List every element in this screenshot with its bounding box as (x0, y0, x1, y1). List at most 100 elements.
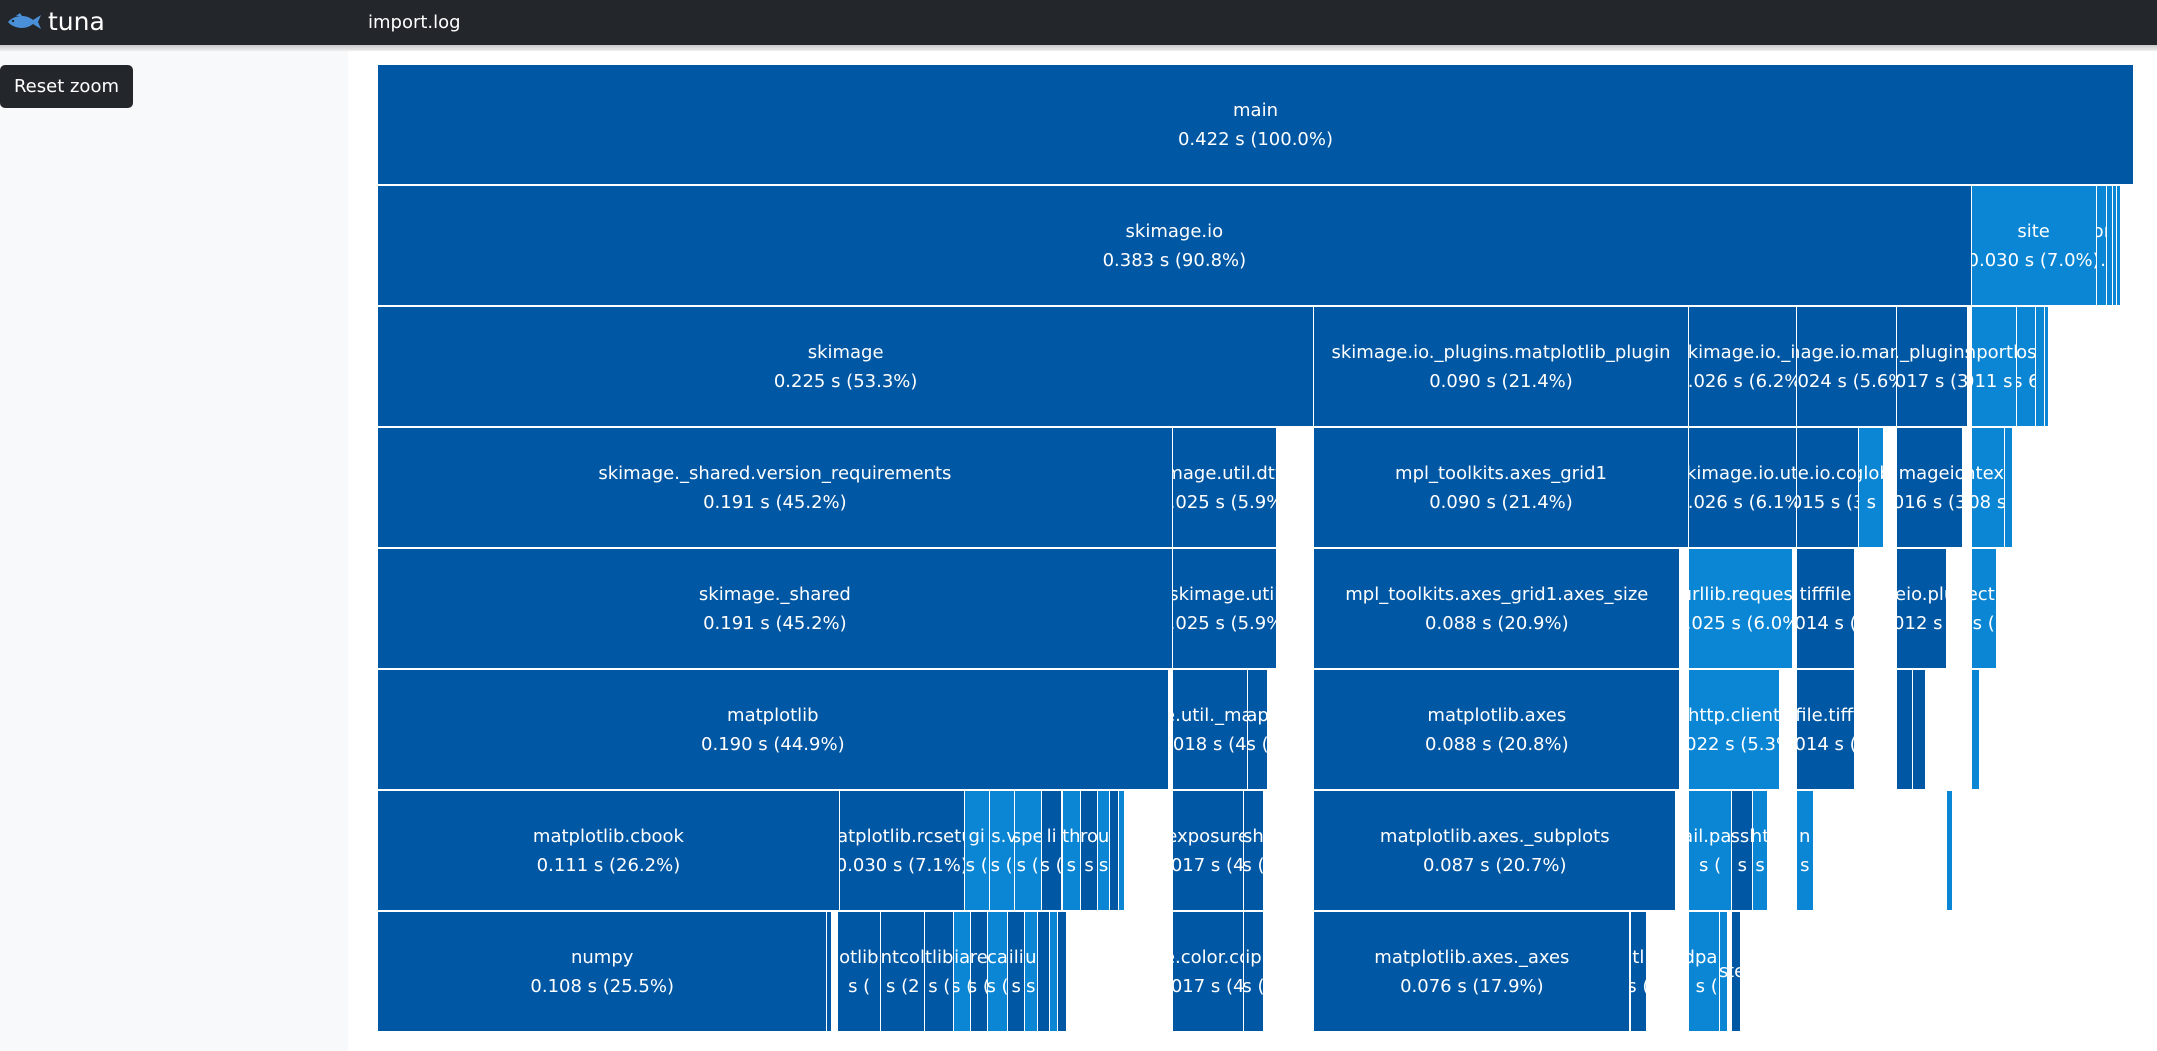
icicle-block[interactable]: mpl_toolkits.axes_grid1 0.090 s (21.4%) (1314, 428, 1689, 547)
icicle-block[interactable]: th s (1062, 791, 1082, 910)
icicle-block[interactable] (1037, 912, 1050, 1031)
icicle-block[interactable]: matplotlib.artist s ( (837, 912, 882, 1031)
icicle-block[interactable]: importlib 0.011 s (2. (1971, 307, 2018, 426)
icicle-block[interactable]: pom s ... (2096, 186, 2107, 305)
icicle-block[interactable]: main 0.422 s (100.0%) (378, 65, 2134, 184)
icicle-block[interactable]: ca s ( (987, 912, 1009, 1031)
icicle-block[interactable]: tlib s ( (925, 912, 955, 1031)
icicle-block[interactable]: ht s (1753, 791, 1768, 910)
icicle-block[interactable]: feedparser 0 s (2 (1688, 912, 1720, 1031)
icicle-block[interactable]: mpl_toolkits.axes_grid1.axes_size 0.088 s… (1314, 549, 1681, 668)
icicle-block[interactable]: collections s ( (1971, 549, 1997, 668)
icicle-block[interactable]: imageio.plugins 0.012 s (2 (1896, 549, 1947, 668)
icicle-block[interactable]: re s ( (970, 912, 988, 1031)
icicle-block[interactable]: ls.v s ( (989, 791, 1015, 910)
icicle-block-name: re (970, 946, 988, 968)
icicle-block[interactable] (1058, 912, 1067, 1031)
icicle-block-name: urllib.request (1689, 583, 1793, 605)
icicle-block[interactable] (2005, 428, 2014, 547)
icicle-block-time: s (1737, 854, 1748, 876)
icicle-block[interactable]: ssl s (1732, 791, 1754, 910)
icicle-block[interactable]: exposure 0.017 s (4.1 (1172, 791, 1244, 910)
icicle-block[interactable]: skimage.util.dtype 0.025 s (5.9%) (1172, 428, 1277, 547)
icicle-block[interactable] (2036, 307, 2045, 426)
icicle-block[interactable]: matplotlib.rcsetup 0.030 s (7.1%) (839, 791, 965, 910)
icicle-block[interactable]: glob s (1859, 428, 1885, 547)
icicle-block[interactable]: s (1719, 912, 1729, 1031)
icicle-block[interactable]: skimage.util._map_array 0.018 s (4.3 (1172, 670, 1248, 789)
icicle-block[interactable]: urllib.request 0.025 s (6.0%) (1688, 549, 1793, 668)
icicle-block[interactable] (1946, 791, 1953, 910)
icicle-block-name: sh (1243, 825, 1264, 847)
icicle-block[interactable]: spe s ( (1014, 791, 1042, 910)
icicle-block[interactable]: http.client 0.022 s (5.3%) (1688, 670, 1781, 789)
icicle-block-time: 0.191 s (45.2%) (703, 491, 847, 513)
icicle-block[interactable]: matplotlib.axes._subplots 0.087 s (20.7%) (1314, 791, 1677, 910)
icicle-block-time: s ( (1016, 854, 1039, 876)
icicle-block[interactable]: io._plugins.i 0.017 s (3.9 (1896, 307, 1968, 426)
icicle-block-name: ro (1081, 825, 1098, 847)
icicle-block[interactable] (1110, 791, 1119, 910)
icicle-block-name: tl (1632, 946, 1645, 968)
icicle-block[interactable]: skimage 0.225 s (53.3%) (378, 307, 1315, 426)
icicle-block-time: s (1084, 854, 1094, 876)
icicle-block[interactable]: skimage.io.collection 0.015 s (3.5 (1796, 428, 1860, 547)
icicle-block[interactable]: ap s ( (1247, 670, 1269, 789)
icicle-block[interactable]: matplotlib 0.190 s (44.9%) (378, 670, 1169, 789)
brand[interactable]: tuna (6, 8, 105, 36)
icicle-block[interactable] (1050, 912, 1059, 1031)
icicle-block[interactable]: skimage.util 0.025 s (5.9%) (1172, 549, 1277, 668)
icicle-block[interactable]: skimage.color.colorconv 0.017 s (4.1 (1172, 912, 1244, 1031)
icicle-block[interactable]: te (1732, 912, 1741, 1031)
icicle-block-name: skimage._shared (698, 583, 851, 605)
icicle-block[interactable] (1913, 670, 1926, 789)
icicle-block[interactable]: skimage._shared 0.191 s (45.2%) (378, 549, 1173, 668)
icicle-block[interactable]: tifffile 0.014 s (3. (1796, 549, 1856, 668)
icicle-block[interactable]: tl s ( (1630, 912, 1648, 1031)
icicle-block[interactable]: email.parser s ( (1688, 791, 1733, 910)
icicle-block[interactable]: os s 6 (2017, 307, 2037, 426)
icicle-block[interactable] (827, 912, 832, 1031)
icicle-block-name: skimage.io._plugins.matplotlib_plugin (1331, 341, 1671, 363)
icicle-block[interactable]: ili s (1008, 912, 1026, 1031)
icicle-block[interactable]: skimage.io.manage 0.024 s (5.6%) (1796, 307, 1897, 426)
icicle-block[interactable]: sh s ( (1243, 791, 1265, 910)
icicle-block[interactable]: matplotlib.axes 0.088 s (20.8%) (1314, 670, 1681, 789)
icicle-block[interactable]: ia s ( (954, 912, 971, 1031)
icicle-block[interactable] (1896, 670, 1914, 789)
icicle-block[interactable] (2113, 186, 2118, 305)
icicle-block[interactable]: ro s (1081, 791, 1098, 910)
icicle-block-time: s ( (928, 975, 951, 997)
icicle-block[interactable]: skimage.io._plugins.matplotlib_plugin 0.0… (1314, 307, 1689, 426)
reset-zoom-button[interactable]: Reset zoom (0, 65, 133, 108)
icicle-block-time: 0.015 s (3.5 (1797, 491, 1858, 513)
icicle-block[interactable]: imageio 0.016 s (3.8 (1896, 428, 1964, 547)
icicle-block-name: ls.v (990, 825, 1014, 847)
icicle-block[interactable]: matplotlib.cbook 0.111 s (26.2%) (378, 791, 840, 910)
icicle-block[interactable]: site 0.030 s (7.0%) (1971, 186, 2097, 305)
icicle-block-time: s (1026, 975, 1036, 997)
icicle-block[interactable]: ip s ( (1243, 912, 1265, 1031)
icicle-block[interactable]: tifffile.tifffile 0.014 s (3. (1796, 670, 1856, 789)
icicle-block[interactable]: skimage.io._io 0.026 s (6.2%) (1688, 307, 1797, 426)
icicle-block-time: 0.087 s (20.7%) (1422, 854, 1567, 876)
icicle-block[interactable] (1971, 670, 1981, 789)
icicle-block[interactable]: gi s ( (964, 791, 990, 910)
icicle-block[interactable]: numpy 0.108 s (25.5%) (378, 912, 828, 1031)
icicle-block[interactable]: skimage.io.util 0.026 s (6.1%) (1688, 428, 1797, 547)
icicle-block[interactable]: contextlib 0.008 s (2. (1971, 428, 2005, 547)
icicle-block[interactable] (2044, 307, 2049, 426)
brand-name: tuna (48, 7, 105, 36)
icicle-block[interactable]: matplotlib.axes._axes 0.076 s (17.9%) (1314, 912, 1631, 1031)
icicle-block[interactable] (2106, 186, 2114, 305)
icicle-block[interactable] (1118, 791, 1125, 910)
icicle-block[interactable] (2117, 186, 2121, 305)
icicle-block[interactable]: skimage.io 0.383 s (90.8%) (378, 186, 1972, 305)
icicle-block[interactable]: li s ( (1041, 791, 1063, 910)
icicle-block[interactable]: ntcol s (2 (881, 912, 926, 1031)
icicle-block-time: 0.026 s (6.2%) (1689, 370, 1796, 392)
icicle-block[interactable]: skimage._shared.version_requirements 0.19… (378, 428, 1173, 547)
